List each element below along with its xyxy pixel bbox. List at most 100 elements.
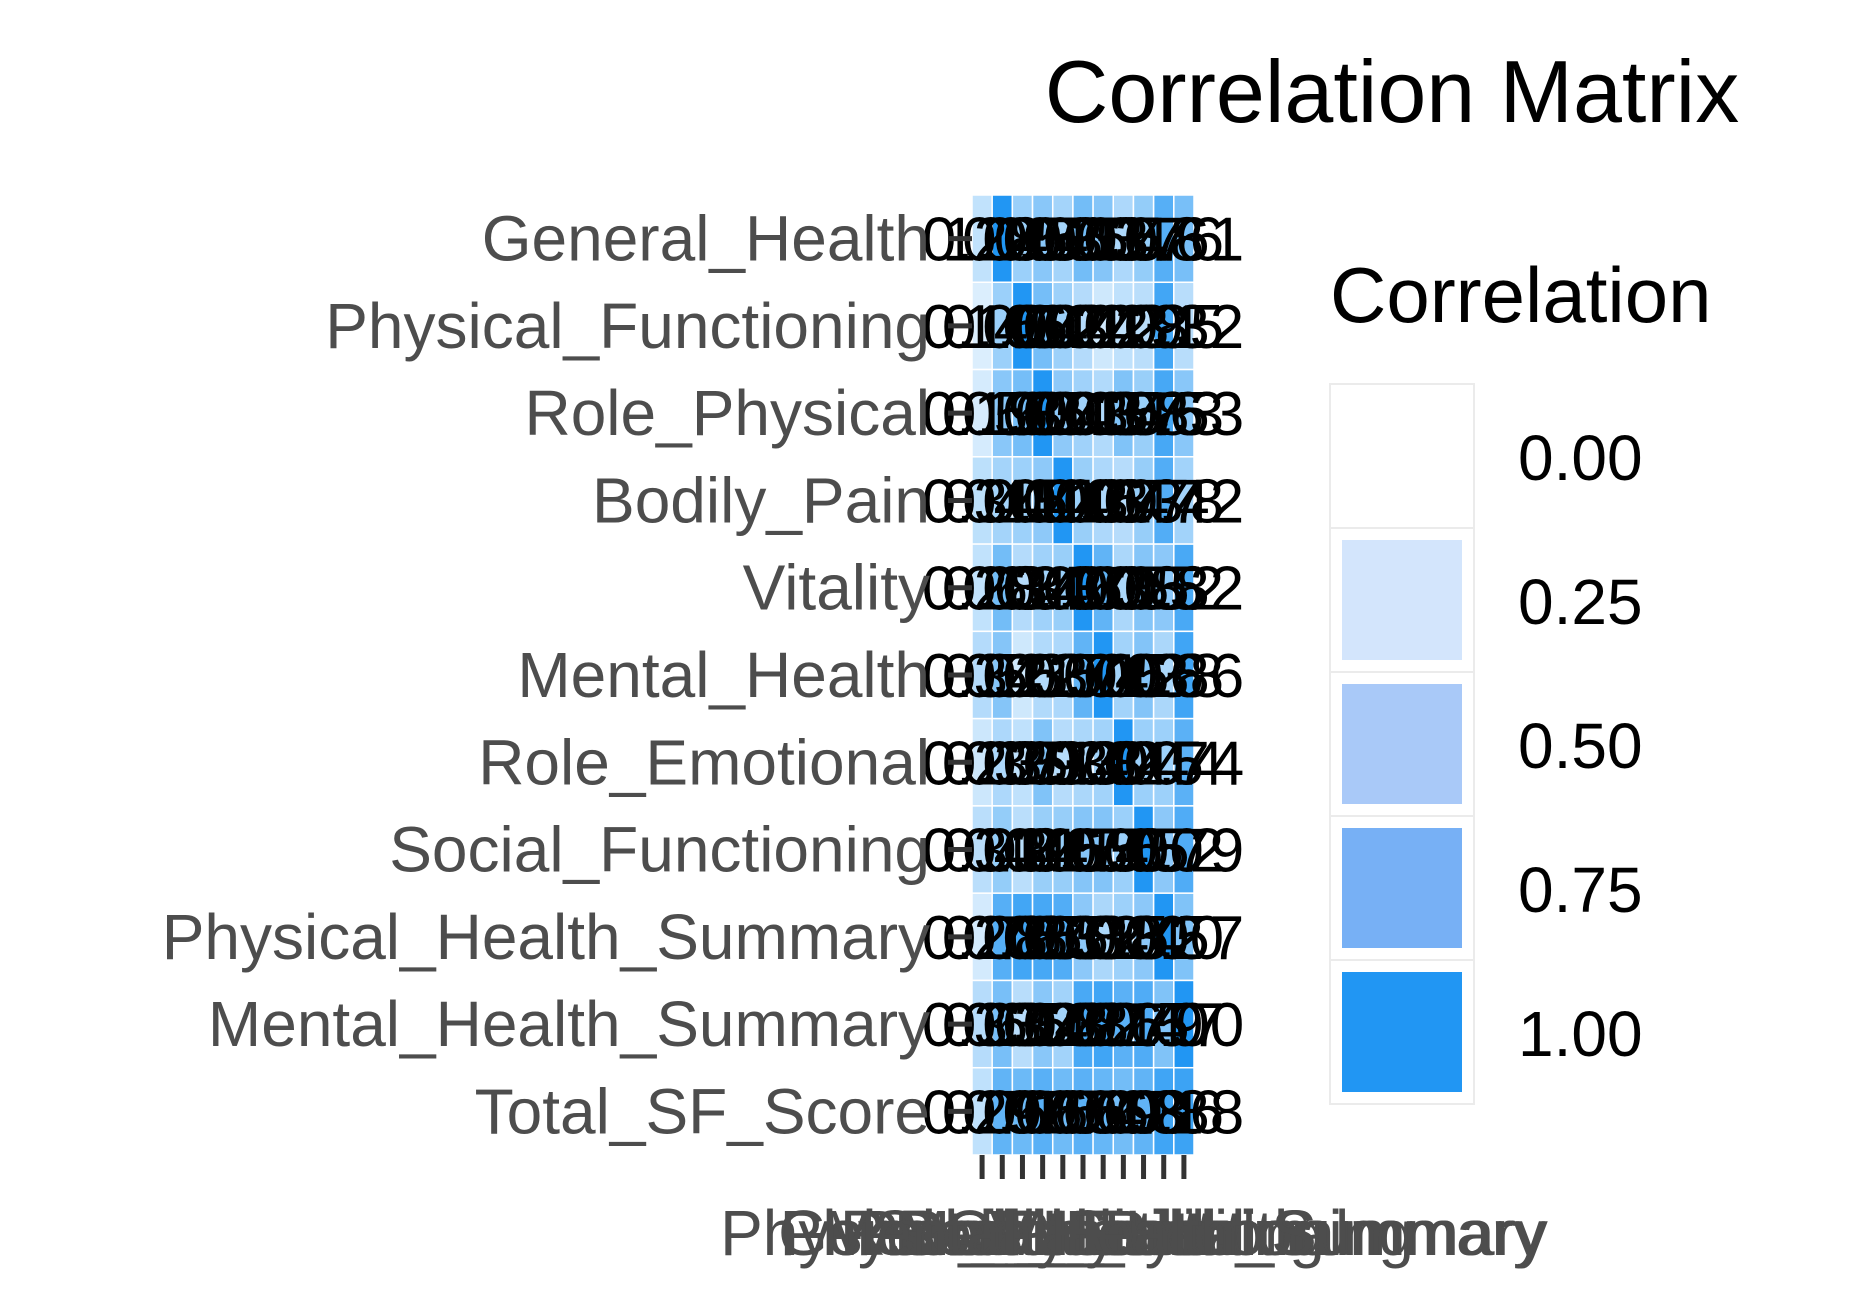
cell-value-label: 0.55 — [1043, 206, 1164, 275]
cell-value-label: 0.88 — [1124, 1078, 1245, 1147]
cell-value-label: 0.53 — [1124, 380, 1245, 449]
cell-value-label: 0.38 — [1103, 642, 1224, 711]
cell-value-label: 0.63 — [1063, 1078, 1184, 1147]
y-tick-label: Physical_Functioning — [325, 290, 930, 362]
legend-title: Correlation — [1330, 251, 1712, 339]
heatmap-cell-labels: 0.281.000.450.530.410.630.550.370.480.76… — [922, 206, 1244, 1148]
legend-swatch — [1342, 828, 1462, 948]
cell-value-label: 0.56 — [1083, 642, 1204, 711]
cell-value-label: 0.44 — [1103, 729, 1224, 798]
cell-value-label: 0.38 — [1043, 904, 1164, 973]
y-tick-label: Vitality — [743, 552, 930, 624]
cell-value-label: 0.35 — [982, 642, 1103, 711]
legend-label: 1.00 — [1518, 998, 1643, 1070]
cell-value-label: 0.86 — [1043, 991, 1164, 1060]
cell-value-label: 0.82 — [1124, 555, 1245, 624]
cell-value-label: 0.63 — [1023, 206, 1144, 275]
cell-value-label: 0.86 — [1124, 642, 1245, 711]
legend-swatch — [1342, 972, 1462, 1092]
cell-value-label: 0.28 — [922, 206, 1043, 275]
cell-value-label: 0.79 — [1124, 817, 1245, 886]
y-axis: General_Health Physical_Functioning Role_P… — [162, 203, 972, 1147]
cell-value-label: 1.00 — [1103, 904, 1224, 973]
cell-value-label: 1.00 — [1043, 642, 1164, 711]
cell-value-label: 0.75 — [982, 1078, 1103, 1147]
cell-value-label: 0.57 — [1124, 904, 1245, 973]
legend-label: 0.50 — [1518, 710, 1643, 782]
y-tick-label: Physical_Health_Summary — [162, 901, 930, 973]
y-tick-label: Social_Functioning — [389, 814, 930, 886]
cell-value-label: 0.47 — [1083, 467, 1204, 536]
cell-value-label: 0.32 — [1124, 293, 1245, 362]
x-tick-label: Bodily_Pain — [894, 1197, 1232, 1269]
cell-value-label: 0.55 — [1083, 555, 1204, 624]
cell-value-label: 0.33 — [922, 991, 1043, 1060]
legend-label: 0.25 — [1518, 566, 1643, 638]
x-tick-label: Mental_Health_Summary — [823, 1197, 1545, 1269]
cell-value-label: 0.71 — [1043, 555, 1164, 624]
cell-value-label: 0.41 — [1002, 206, 1123, 275]
cell-value-label: 0.85 — [962, 904, 1083, 973]
legend: Correlation 0.00 0.25 0.50 0.75 1.00 — [1329, 251, 1712, 1105]
cell-value-label: 0.42 — [1043, 729, 1164, 798]
cell-value-label: 0.47 — [1002, 817, 1123, 886]
cell-value-label: 1.00 — [1124, 991, 1245, 1060]
cell-value-label: 0.65 — [1002, 1078, 1123, 1147]
cell-value-label: 0.23 — [922, 729, 1043, 798]
cell-value-label: 0.44 — [1002, 293, 1123, 362]
cell-value-label: 0.31 — [922, 817, 1043, 886]
cell-value-label: 0.29 — [1063, 293, 1184, 362]
cell-value-label: 1.00 — [1002, 467, 1123, 536]
cell-value-label: 0.53 — [982, 206, 1103, 275]
cell-value-label: 0.37 — [1043, 467, 1164, 536]
cell-value-label: 0.35 — [1043, 380, 1164, 449]
cell-value-label: 0.57 — [1103, 991, 1224, 1060]
y-tick-label: Role_Emotional — [478, 726, 930, 798]
cell-value-label: 0.38 — [1023, 729, 1144, 798]
y-tick-label: Bodily_Pain — [592, 464, 930, 536]
cell-value-label: 0.52 — [1103, 817, 1224, 886]
x-tick-label: PROMIS — [856, 1197, 1108, 1269]
x-tick-label: Physical_Health_Summary — [780, 1197, 1548, 1269]
cell-value-label: 0.44 — [962, 467, 1083, 536]
y-tick-label: Total_SF_Score — [475, 1075, 930, 1147]
legend-label: 0.00 — [1518, 422, 1643, 494]
cell-value-label: 0.52 — [1023, 904, 1144, 973]
cell-value-label: 0.45 — [962, 206, 1083, 275]
y-tick-label: Mental_Health_Summary — [208, 988, 930, 1060]
cell-value-label: 0.74 — [1023, 1078, 1144, 1147]
legend-swatch — [1342, 540, 1462, 660]
cell-value-label: 0.22 — [1043, 293, 1164, 362]
cell-value-label: 0.71 — [1023, 642, 1144, 711]
legend-swatch — [1342, 396, 1462, 516]
cell-value-label: 0.43 — [982, 555, 1103, 624]
cell-value-label: 0.52 — [1103, 555, 1224, 624]
chart-title: Correlation Matrix — [1045, 42, 1739, 141]
cell-value-label: 0.53 — [982, 991, 1103, 1060]
cell-value-label: 0.37 — [1063, 206, 1184, 275]
cell-value-label: 0.57 — [1063, 380, 1184, 449]
cell-value-label: 0.66 — [962, 1078, 1083, 1147]
cell-value-label: 0.42 — [1002, 991, 1123, 1060]
x-axis: PROMISGeneral_HealthPhysical_Functioning… — [720, 1155, 1548, 1269]
cell-value-label: 0.46 — [1002, 555, 1123, 624]
cell-value-label: 1.00 — [1083, 817, 1204, 886]
x-tick-label: Role_Physical — [840, 1197, 1246, 1269]
legend-label: 0.75 — [1518, 854, 1643, 926]
cell-value-label: 0.46 — [982, 817, 1103, 886]
cell-value-label: 0.62 — [982, 293, 1103, 362]
x-tick-label: Mental_Health — [897, 1197, 1310, 1269]
cell-value-label: 0.55 — [1023, 817, 1144, 886]
cell-value-label: 0.85 — [1103, 293, 1224, 362]
cell-value-label: 0.74 — [1063, 991, 1184, 1060]
cell-value-label: 0.83 — [982, 904, 1103, 973]
y-tick-label: General_Health — [482, 203, 930, 275]
cell-value-label: 0.38 — [1063, 555, 1184, 624]
cell-value-label: 0.31 — [962, 817, 1083, 886]
cell-value-label: 0.56 — [1043, 817, 1164, 886]
cell-value-label: 0.43 — [1023, 380, 1144, 449]
cell-value-label: 0.33 — [1002, 729, 1123, 798]
x-tick-label: Role_Emotional — [897, 1197, 1349, 1269]
cell-value-label: 0.31 — [1083, 293, 1204, 362]
